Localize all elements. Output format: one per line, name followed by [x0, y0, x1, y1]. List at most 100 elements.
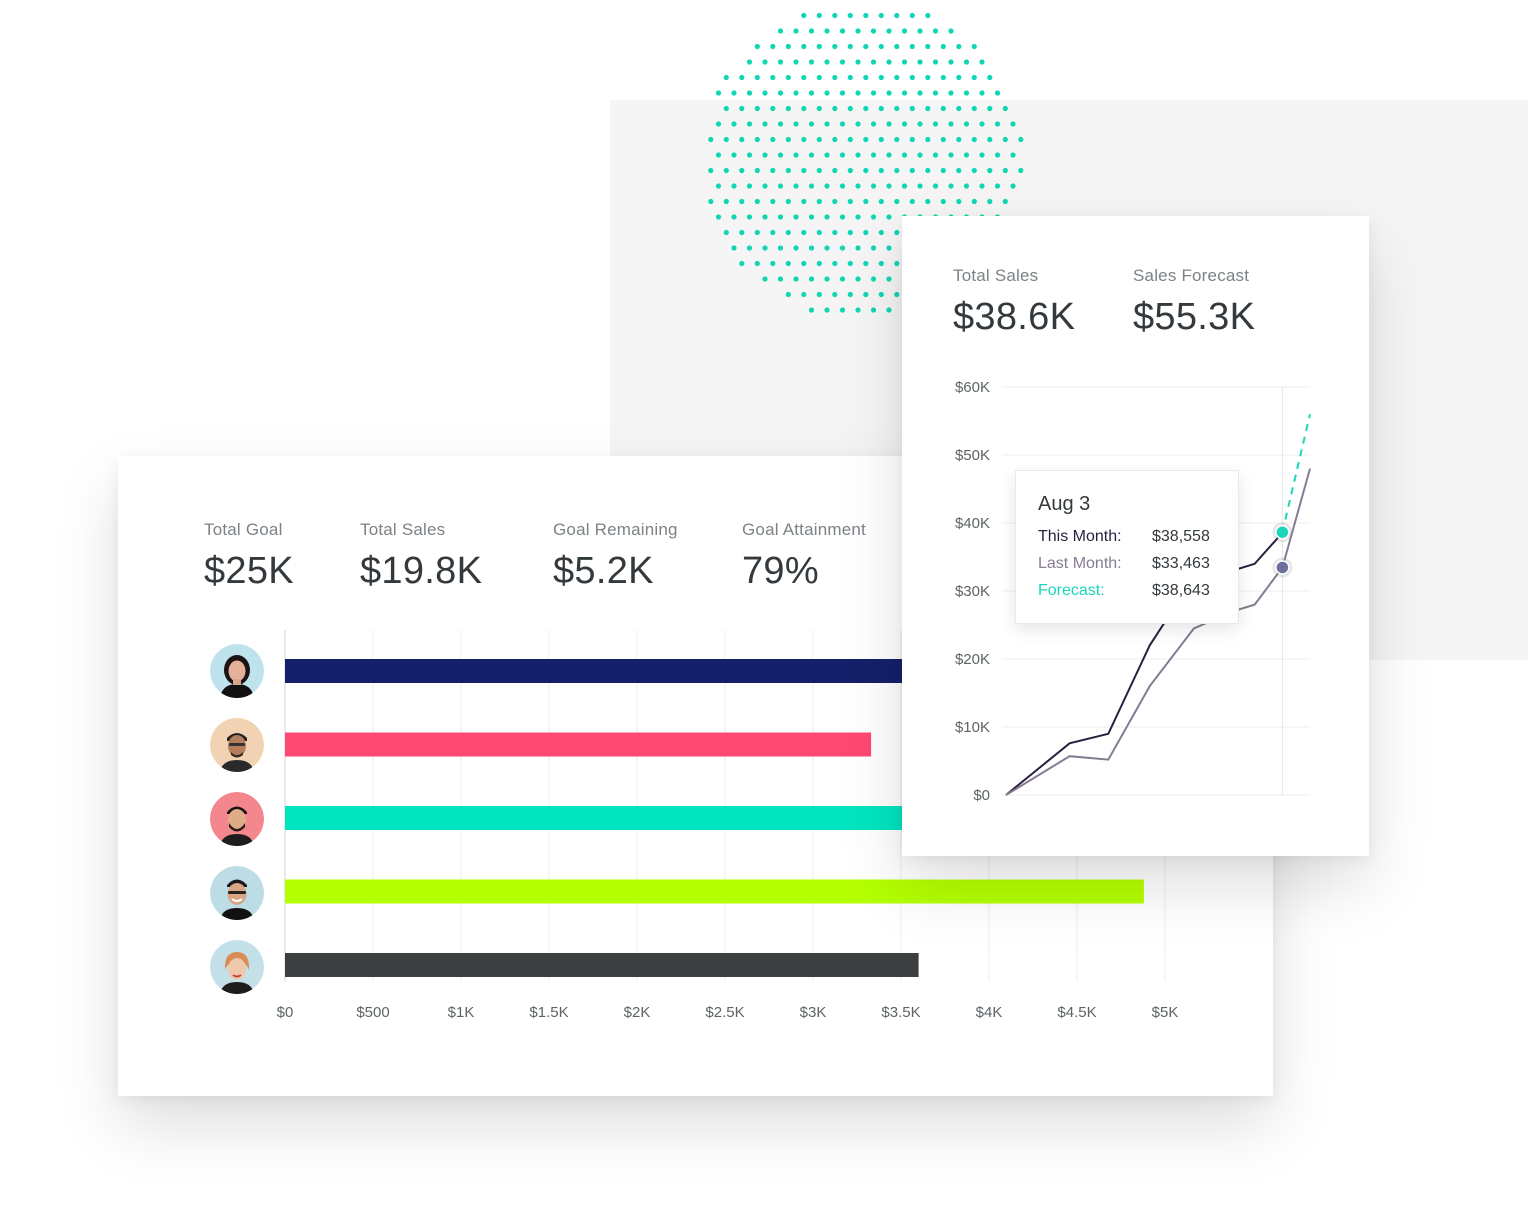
- stat-total-sales: Total Sales $38.6K: [953, 266, 1075, 339]
- dot-icon: [824, 276, 830, 282]
- dot-icon: [963, 183, 970, 189]
- dot-icon: [708, 136, 714, 143]
- dot-icon: [793, 121, 799, 127]
- dot-icon: [777, 276, 784, 282]
- dot-icon: [948, 121, 954, 127]
- tooltip-value: $33,463: [1152, 555, 1210, 572]
- dot-icon: [824, 28, 830, 34]
- dot-icon: [847, 136, 853, 143]
- dot-icon: [948, 59, 954, 65]
- dot-icon: [894, 291, 900, 298]
- dot-icon: [754, 105, 760, 112]
- dot-icon: [793, 90, 799, 96]
- y-tick-label: $60K: [955, 379, 990, 396]
- dot-icon: [886, 59, 892, 65]
- bar[interactable]: [285, 732, 872, 757]
- dot-icon: [940, 167, 946, 174]
- dot-icon: [793, 59, 799, 65]
- dot-icon: [832, 198, 838, 205]
- dot-icon: [785, 105, 791, 112]
- dot-icon: [932, 90, 939, 96]
- dot-icon: [925, 136, 931, 143]
- dot-icon: [816, 260, 822, 267]
- stat-label: Total Sales: [360, 520, 446, 539]
- dot-icon: [715, 121, 722, 127]
- dot-icon: [832, 136, 838, 143]
- dot-icon: [777, 183, 784, 189]
- y-tick-label: $50K: [955, 447, 990, 464]
- dot-icon: [987, 198, 993, 205]
- dot-icon: [801, 291, 807, 298]
- dot-icon: [739, 74, 745, 81]
- dot-icon: [870, 183, 877, 189]
- stat-value: $5.2K: [553, 550, 654, 592]
- dot-icon: [870, 90, 877, 96]
- dot-icon: [870, 276, 877, 282]
- avatar[interactable]: [210, 644, 264, 698]
- bar[interactable]: [285, 806, 928, 830]
- dot-icon: [1010, 121, 1016, 127]
- bar[interactable]: [285, 953, 919, 977]
- dot-icon: [963, 152, 970, 158]
- dot-icon: [932, 121, 939, 127]
- avatar[interactable]: [210, 792, 264, 846]
- dot-icon: [886, 214, 892, 220]
- bar[interactable]: [285, 879, 1144, 904]
- dot-icon: [808, 28, 815, 34]
- dot-icon: [1018, 136, 1024, 143]
- dot-icon: [932, 152, 939, 158]
- dot-icon: [940, 198, 946, 205]
- dot-icon: [746, 90, 753, 96]
- dot-icon: [754, 43, 760, 50]
- dot-icon: [956, 167, 962, 174]
- stat-total-sales: Total Sales $19.8K: [360, 520, 482, 593]
- dot-icon: [886, 276, 892, 282]
- dot-icon: [739, 260, 745, 267]
- avatar[interactable]: [210, 940, 264, 994]
- dot-icon: [971, 167, 977, 174]
- dot-icon: [762, 245, 768, 251]
- dot-icon: [963, 59, 970, 65]
- avatar[interactable]: [210, 866, 264, 920]
- dot-icon: [839, 121, 846, 127]
- dot-icon: [824, 183, 830, 189]
- dot-icon: [746, 214, 753, 220]
- dot-icon: [839, 152, 846, 158]
- dot-icon: [793, 214, 799, 220]
- dot-icon: [987, 74, 993, 81]
- data-point[interactable]: [1275, 560, 1290, 575]
- dot-icon: [808, 183, 815, 189]
- dot-icon: [894, 74, 900, 81]
- dot-icon: [808, 90, 815, 96]
- dot-icon: [917, 121, 923, 127]
- x-tick-label: $4.5K: [1057, 1004, 1096, 1021]
- dot-icon: [940, 105, 946, 112]
- sales-card: Total Sales $38.6K Sales Forecast $55.3K…: [902, 216, 1369, 856]
- dot-icon: [878, 167, 884, 174]
- dot-icon: [762, 90, 768, 96]
- tooltip-date: Aug 3: [1038, 493, 1091, 515]
- bar[interactable]: [285, 659, 919, 683]
- dot-icon: [909, 43, 915, 50]
- stat-label: Total Goal: [204, 520, 283, 539]
- dot-icon: [777, 59, 784, 65]
- dot-icon: [754, 74, 760, 81]
- dot-icon: [994, 90, 1001, 96]
- dot-icon: [894, 260, 900, 267]
- dot-icon: [971, 136, 977, 143]
- dot-icon: [770, 105, 776, 112]
- y-tick-label: $20K: [955, 651, 990, 668]
- dot-icon: [785, 167, 791, 174]
- dot-icon: [832, 43, 838, 50]
- dot-icon: [824, 152, 830, 158]
- dot-icon: [925, 74, 931, 81]
- data-point[interactable]: [1275, 524, 1290, 540]
- dot-icon: [816, 12, 822, 19]
- avatar[interactable]: [210, 718, 264, 772]
- dot-icon: [855, 28, 861, 34]
- dot-icon: [901, 28, 908, 34]
- dot-icon: [963, 90, 970, 96]
- dot-icon: [863, 105, 869, 112]
- dot-icon: [839, 307, 846, 313]
- dot-icon: [971, 74, 977, 81]
